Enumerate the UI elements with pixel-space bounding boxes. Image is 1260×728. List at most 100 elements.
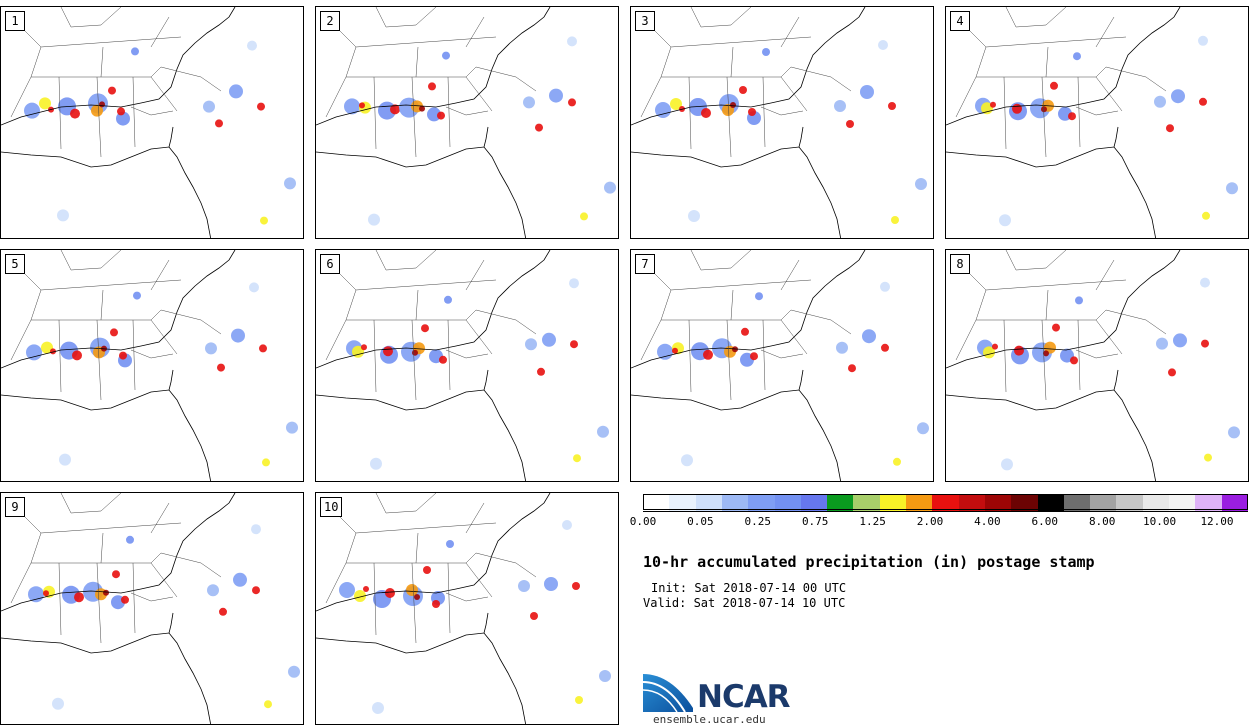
- ensemble-member-panel: 4: [945, 6, 1249, 239]
- precip-cell: [1156, 337, 1168, 350]
- colorbar-swatch: [906, 494, 933, 512]
- precip-cell: [762, 48, 770, 56]
- precip-cell: [1166, 124, 1174, 133]
- precip-cell: [344, 98, 360, 115]
- precip-cell: [1226, 182, 1238, 195]
- panel-map: [316, 250, 609, 481]
- panel-map: [1, 7, 296, 238]
- precip-cell: [432, 600, 440, 608]
- panel-number: 10: [320, 497, 343, 517]
- precip-cell: [741, 327, 749, 336]
- map-outline: [10, 7, 222, 158]
- panel-number: 2: [320, 11, 340, 31]
- ncar-logo-text: NCAR: [697, 679, 791, 715]
- ensemble-member-panel: 1: [0, 6, 304, 239]
- precip-cell: [562, 520, 572, 530]
- precip-cell: [359, 102, 365, 109]
- precip-cell: [215, 119, 223, 128]
- precip-cell: [1073, 52, 1081, 61]
- precip-cell: [580, 212, 588, 221]
- precip-cell: [703, 349, 713, 360]
- precip-cell: [446, 540, 454, 548]
- precip-cell: [372, 702, 384, 714]
- ensemble-member-panel: 6: [315, 249, 619, 482]
- panel-number: 3: [635, 11, 655, 31]
- precip-cell: [444, 295, 452, 304]
- ensemble-member-panel: 10: [315, 492, 619, 725]
- precip-cell: [1198, 35, 1208, 46]
- precip-cell: [880, 281, 890, 292]
- precip-cell: [363, 586, 369, 592]
- panel-number: 8: [950, 254, 970, 274]
- precip-cell: [1204, 453, 1212, 462]
- precip-cell: [834, 100, 846, 112]
- ensemble-member-panel: 7: [630, 249, 934, 482]
- precip-cell: [701, 108, 711, 118]
- precip-cell: [52, 697, 64, 710]
- colorbar-swatch: [695, 494, 723, 512]
- precip-cell: [525, 338, 537, 351]
- precip-cell: [1070, 356, 1078, 365]
- precip-cell: [672, 347, 678, 354]
- precip-cell: [421, 324, 429, 333]
- colorbar-swatch: [800, 494, 828, 512]
- panel-number: 6: [320, 254, 340, 274]
- panel-number: 9: [5, 497, 25, 517]
- precip-cell: [575, 696, 583, 704]
- precip-cell: [999, 214, 1011, 227]
- precip-cell: [567, 36, 577, 47]
- map-outline: [1, 250, 236, 481]
- precip-cell: [203, 100, 215, 113]
- precip-cell: [523, 96, 535, 109]
- colorbar-swatch: [1037, 494, 1065, 512]
- map-outline: [946, 7, 1181, 238]
- precip-cell: [518, 580, 530, 592]
- colorbar-swatch: [879, 494, 907, 512]
- panel-map: [631, 250, 929, 481]
- precip-cell: [1202, 211, 1210, 220]
- map-outline: [325, 250, 537, 401]
- precip-cell: [247, 40, 257, 51]
- precip-cell: [257, 102, 265, 111]
- map-outline: [955, 7, 1167, 158]
- precip-cell: [917, 422, 929, 435]
- precip-cell: [862, 329, 876, 344]
- precip-cell: [217, 363, 225, 372]
- precip-cell: [70, 108, 80, 119]
- precip-cell: [990, 101, 996, 108]
- map-outline: [325, 7, 537, 158]
- precip-cell: [414, 594, 420, 600]
- colorbar-swatch: [1011, 494, 1039, 512]
- precip-cell: [131, 47, 139, 56]
- precip-cell: [91, 104, 103, 117]
- colorbar-swatch: [932, 494, 960, 512]
- precip-cell: [836, 341, 848, 354]
- ensemble-member-panel: 3: [630, 6, 934, 239]
- colorbar-swatch: [1090, 494, 1117, 512]
- precip-cell: [259, 344, 267, 353]
- panel-map: [1, 493, 300, 724]
- precip-cell: [50, 348, 56, 355]
- colorbar-tick-label: 4.00: [974, 515, 1001, 528]
- precip-cell: [112, 570, 120, 579]
- map-outline: [1, 7, 236, 238]
- map-outline: [316, 250, 551, 481]
- precip-cell: [570, 340, 578, 349]
- precip-cell: [117, 107, 125, 116]
- precip-cell: [549, 88, 563, 103]
- precip-cell: [24, 102, 40, 119]
- precip-cell: [251, 524, 261, 535]
- precip-cell: [1173, 333, 1187, 348]
- colorbar-tick-label: 6.00: [1031, 515, 1059, 528]
- precip-cell: [1075, 296, 1083, 305]
- precip-cell: [542, 332, 556, 347]
- panel-map: [1, 250, 298, 481]
- colorbar-tick-label: 2.00: [916, 515, 944, 528]
- precip-cell: [1154, 95, 1166, 108]
- precip-cell: [878, 40, 888, 50]
- precip-cell: [229, 84, 243, 99]
- colorbar-swatch: [853, 494, 881, 512]
- precip-cell: [262, 458, 270, 467]
- map-outline: [10, 250, 222, 401]
- precip-cell: [1068, 112, 1076, 121]
